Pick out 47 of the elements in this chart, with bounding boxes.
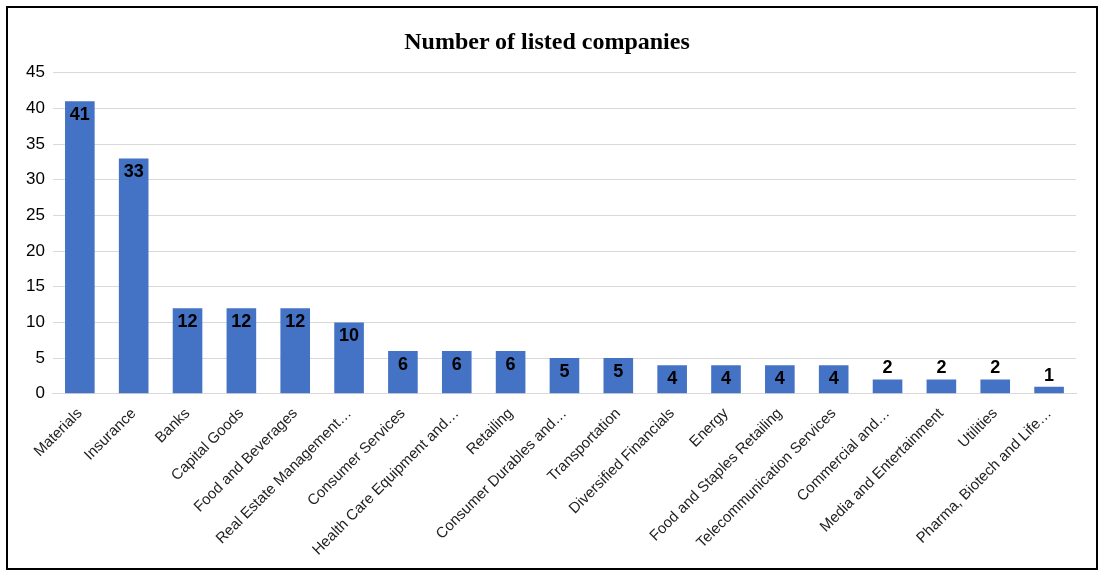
data-label: 12 bbox=[231, 311, 252, 332]
bar bbox=[603, 358, 634, 394]
bar bbox=[872, 379, 903, 394]
y-tick-label: 0 bbox=[35, 383, 45, 403]
bar bbox=[172, 308, 203, 394]
data-label: 6 bbox=[505, 353, 516, 374]
y-tick-label: 35 bbox=[25, 133, 45, 153]
y-tick-label: 40 bbox=[25, 98, 45, 118]
data-label: 6 bbox=[397, 353, 408, 374]
bar bbox=[280, 308, 311, 394]
data-label: 12 bbox=[177, 311, 198, 332]
data-label: 4 bbox=[774, 368, 785, 389]
data-label: 4 bbox=[667, 368, 678, 389]
bar bbox=[388, 350, 418, 394]
data-label: 4 bbox=[720, 368, 731, 389]
bar bbox=[980, 379, 1011, 394]
bar bbox=[65, 101, 95, 394]
y-tick-label: 25 bbox=[25, 205, 45, 225]
data-label: 41 bbox=[69, 104, 90, 125]
data-label: 33 bbox=[123, 161, 144, 182]
y-tick-label: 10 bbox=[25, 312, 45, 332]
bar bbox=[226, 308, 257, 394]
bar bbox=[118, 158, 149, 394]
data-label: 2 bbox=[990, 357, 1001, 378]
data-label: 10 bbox=[339, 325, 360, 346]
data-label: 2 bbox=[882, 357, 893, 378]
data-label: 12 bbox=[285, 311, 306, 332]
bar bbox=[441, 350, 472, 394]
y-tick-label: 45 bbox=[25, 62, 45, 82]
bar bbox=[657, 365, 687, 394]
bar bbox=[1034, 386, 1064, 394]
bar bbox=[334, 322, 364, 394]
chart-title: Number of listed companies bbox=[404, 27, 690, 54]
data-label: 5 bbox=[613, 361, 624, 382]
data-label: 4 bbox=[828, 368, 839, 389]
bar bbox=[765, 365, 795, 394]
y-tick-label: 20 bbox=[25, 240, 45, 260]
bar bbox=[495, 350, 526, 394]
data-label: 1 bbox=[1044, 364, 1055, 385]
data-label: 5 bbox=[559, 361, 570, 382]
bar bbox=[711, 365, 741, 394]
data-label: 2 bbox=[936, 357, 947, 378]
y-tick-label: 5 bbox=[35, 347, 45, 367]
data-label: 6 bbox=[451, 353, 462, 374]
y-tick-label: 15 bbox=[25, 276, 45, 296]
bar bbox=[926, 379, 957, 394]
y-tick-label: 30 bbox=[25, 169, 45, 189]
